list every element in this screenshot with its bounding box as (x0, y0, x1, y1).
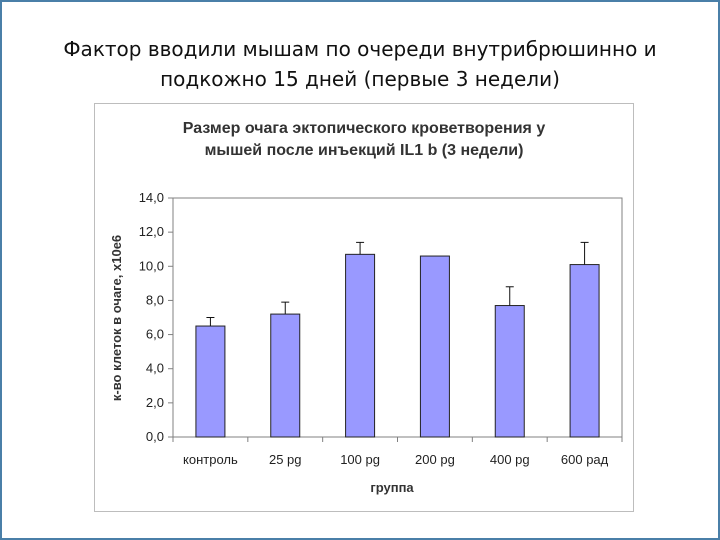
slide-title-line1: Фактор вводили мышам по очереди внутрибр… (63, 37, 657, 61)
bar (270, 313, 301, 438)
slide-title: Фактор вводили мышам по очереди внутрибр… (20, 34, 700, 94)
x-tick-label: контроль (183, 452, 238, 467)
y-tick-label: 4,0 (146, 361, 164, 376)
bar (419, 255, 450, 438)
x-tick-label: 25 pg (269, 452, 302, 467)
y-tick-label: 8,0 (146, 292, 164, 307)
chart-title: Размер очага эктопического кроветворения… (94, 118, 634, 162)
chart-title-line1: Размер очага эктопического кроветворения… (182, 120, 546, 137)
y-axis-label: к-во клеток в очаге, x10e6 (109, 235, 124, 401)
x-tick-label: 100 pg (340, 452, 380, 467)
plot-frame (172, 197, 623, 438)
y-tick-label: 12,0 (139, 224, 164, 239)
y-tick-label: 10,0 (139, 258, 164, 273)
y-tick-label: 6,0 (146, 327, 164, 342)
x-tick-label: 400 pg (490, 452, 530, 467)
bar (345, 253, 376, 438)
x-axis-label: группа (370, 480, 414, 495)
bar (494, 305, 525, 438)
y-tick-label: 14,0 (139, 190, 164, 205)
slide-title-line2: подкожно 15 дней (первые 3 недели) (160, 67, 560, 91)
plot-area: 0,0 2,0 4,0 6,0 8,0 10,0 12,0 14,0 контроль 25 pg… (139, 190, 623, 467)
x-tick-label: 600 рад (561, 452, 609, 467)
chart-title-line2: мышей после инъекций IL1 b (3 недели) (204, 142, 524, 159)
y-tick-label: 0,0 (146, 429, 164, 444)
y-tick-label: 2,0 (146, 395, 164, 410)
bar (569, 264, 600, 438)
bar (195, 325, 226, 438)
x-tick-label: 200 pg (415, 452, 455, 467)
